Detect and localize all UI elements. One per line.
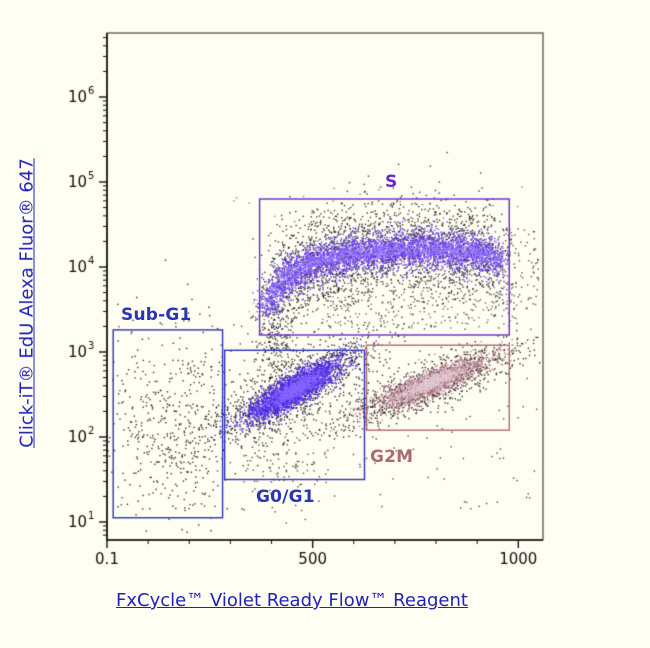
gate-label-g2m: G2M [370,447,414,467]
x-axis-label[interactable]: FxCycle™ Violet Ready Flow™ Reagent [116,590,468,611]
gate-label-sub-g1: Sub-G1 [121,305,192,325]
y-axis-label[interactable]: Click-iT® EdU Alexa Fluor® 647 [16,158,38,448]
gate-label-g0-g1: G0/G1 [256,487,315,507]
gate-label-s: S [385,172,398,192]
